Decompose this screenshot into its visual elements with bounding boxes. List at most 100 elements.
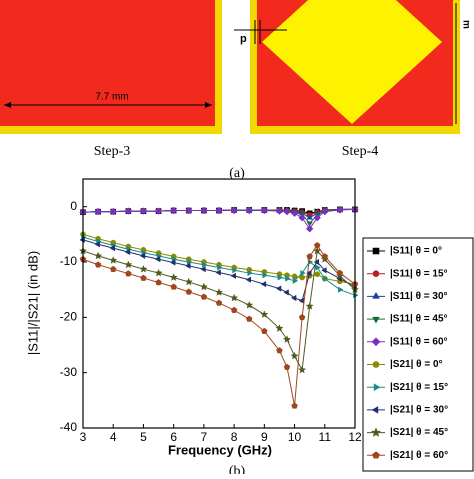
data-point bbox=[282, 335, 292, 343]
data-point bbox=[217, 264, 223, 271]
step3-label: Step-3 bbox=[94, 144, 131, 159]
legend-label: |S11| θ = 0° bbox=[390, 246, 442, 257]
data-point bbox=[139, 252, 146, 260]
series-line bbox=[82, 236, 356, 296]
data-point bbox=[169, 206, 178, 215]
data-point bbox=[314, 271, 321, 277]
legend-marker bbox=[372, 270, 380, 277]
data-point bbox=[214, 288, 224, 296]
data-point bbox=[169, 273, 178, 282]
data-point bbox=[277, 274, 284, 281]
data-point bbox=[215, 206, 223, 215]
data-point bbox=[261, 327, 268, 334]
data-point bbox=[170, 259, 176, 266]
data-point bbox=[232, 267, 238, 274]
legend-label: |S21| θ = 45° bbox=[390, 427, 448, 438]
x-tick-label: 10 bbox=[288, 430, 302, 444]
data-point bbox=[299, 274, 305, 281]
data-point bbox=[313, 241, 321, 249]
data-point bbox=[321, 253, 329, 260]
data-point bbox=[306, 214, 313, 220]
data-point bbox=[321, 267, 327, 274]
legend-label: |S21| θ = 15° bbox=[390, 382, 448, 393]
data-point bbox=[291, 402, 298, 409]
data-point bbox=[290, 351, 299, 360]
data-point bbox=[260, 206, 269, 215]
data-point bbox=[185, 262, 191, 270]
series-line bbox=[82, 208, 356, 230]
data-point bbox=[275, 324, 284, 332]
data-point bbox=[338, 286, 344, 293]
data-point bbox=[306, 221, 313, 227]
data-point bbox=[124, 260, 133, 269]
data-point bbox=[230, 206, 238, 215]
data-point bbox=[290, 294, 297, 302]
dimension-label: 7.7 mm bbox=[95, 92, 128, 103]
data-point bbox=[276, 347, 283, 354]
data-point bbox=[305, 225, 314, 233]
plot bbox=[78, 205, 360, 409]
data-point bbox=[229, 293, 239, 302]
data-point bbox=[321, 207, 329, 216]
data-point bbox=[298, 313, 306, 321]
data-point bbox=[230, 306, 238, 313]
data-point bbox=[199, 282, 209, 291]
y-tick-label: -40 bbox=[60, 420, 78, 434]
step4-label: Step-4 bbox=[342, 144, 379, 159]
data-point bbox=[94, 261, 102, 268]
data-point bbox=[124, 207, 133, 215]
data-point bbox=[93, 251, 103, 260]
data-point bbox=[245, 206, 253, 215]
data-point bbox=[184, 277, 193, 286]
data-point bbox=[139, 264, 148, 273]
legend-marker bbox=[372, 361, 380, 368]
data-point bbox=[200, 206, 208, 215]
data-point bbox=[94, 241, 100, 248]
data-point bbox=[202, 261, 208, 268]
x-tick-label: 7 bbox=[201, 430, 208, 444]
x-tick-label: 5 bbox=[140, 430, 147, 444]
p-label: p bbox=[240, 33, 247, 45]
data-point bbox=[305, 301, 314, 310]
data-point bbox=[283, 207, 291, 216]
step3-patch bbox=[0, 0, 215, 126]
data-point bbox=[283, 289, 289, 296]
data-point bbox=[215, 269, 221, 276]
data-point bbox=[260, 280, 267, 288]
data-point bbox=[200, 293, 208, 300]
legend-label: |S21| θ = 30° bbox=[390, 405, 448, 416]
data-point bbox=[109, 265, 117, 272]
data-point bbox=[306, 253, 313, 260]
data-point bbox=[313, 213, 321, 222]
data-point bbox=[215, 299, 223, 306]
data-point bbox=[315, 264, 321, 271]
data-point bbox=[313, 258, 320, 266]
x-tick-label: 3 bbox=[80, 430, 87, 444]
x-axis-label: Frequency (GHz) bbox=[168, 442, 272, 457]
data-point bbox=[247, 269, 253, 277]
legend-marker bbox=[370, 427, 382, 437]
legend-marker bbox=[372, 292, 380, 299]
data-point bbox=[322, 275, 329, 282]
data-point bbox=[154, 256, 161, 263]
data-point bbox=[245, 315, 253, 322]
data-point bbox=[185, 206, 193, 215]
data-point bbox=[170, 283, 177, 290]
data-point bbox=[275, 207, 284, 215]
data-point bbox=[109, 207, 117, 216]
y-axis-label: |S11|/|S21| (in dB) bbox=[25, 251, 40, 355]
y-tick-label: -10 bbox=[60, 254, 78, 268]
legend-label: |S11| θ = 15° bbox=[390, 268, 448, 279]
legend-label: |S11| θ = 30° bbox=[390, 291, 448, 302]
data-point bbox=[185, 288, 193, 295]
caption-b: (b) bbox=[229, 464, 246, 474]
data-point bbox=[140, 274, 147, 281]
legend-label: |S11| θ = 45° bbox=[390, 314, 448, 325]
data-point bbox=[109, 256, 118, 264]
y-tick-label: -20 bbox=[60, 310, 78, 324]
data-point bbox=[124, 248, 131, 256]
y-tick-label: -30 bbox=[60, 365, 78, 379]
data-point bbox=[291, 273, 298, 280]
legend-marker bbox=[372, 316, 380, 324]
m-label: m bbox=[460, 20, 471, 29]
